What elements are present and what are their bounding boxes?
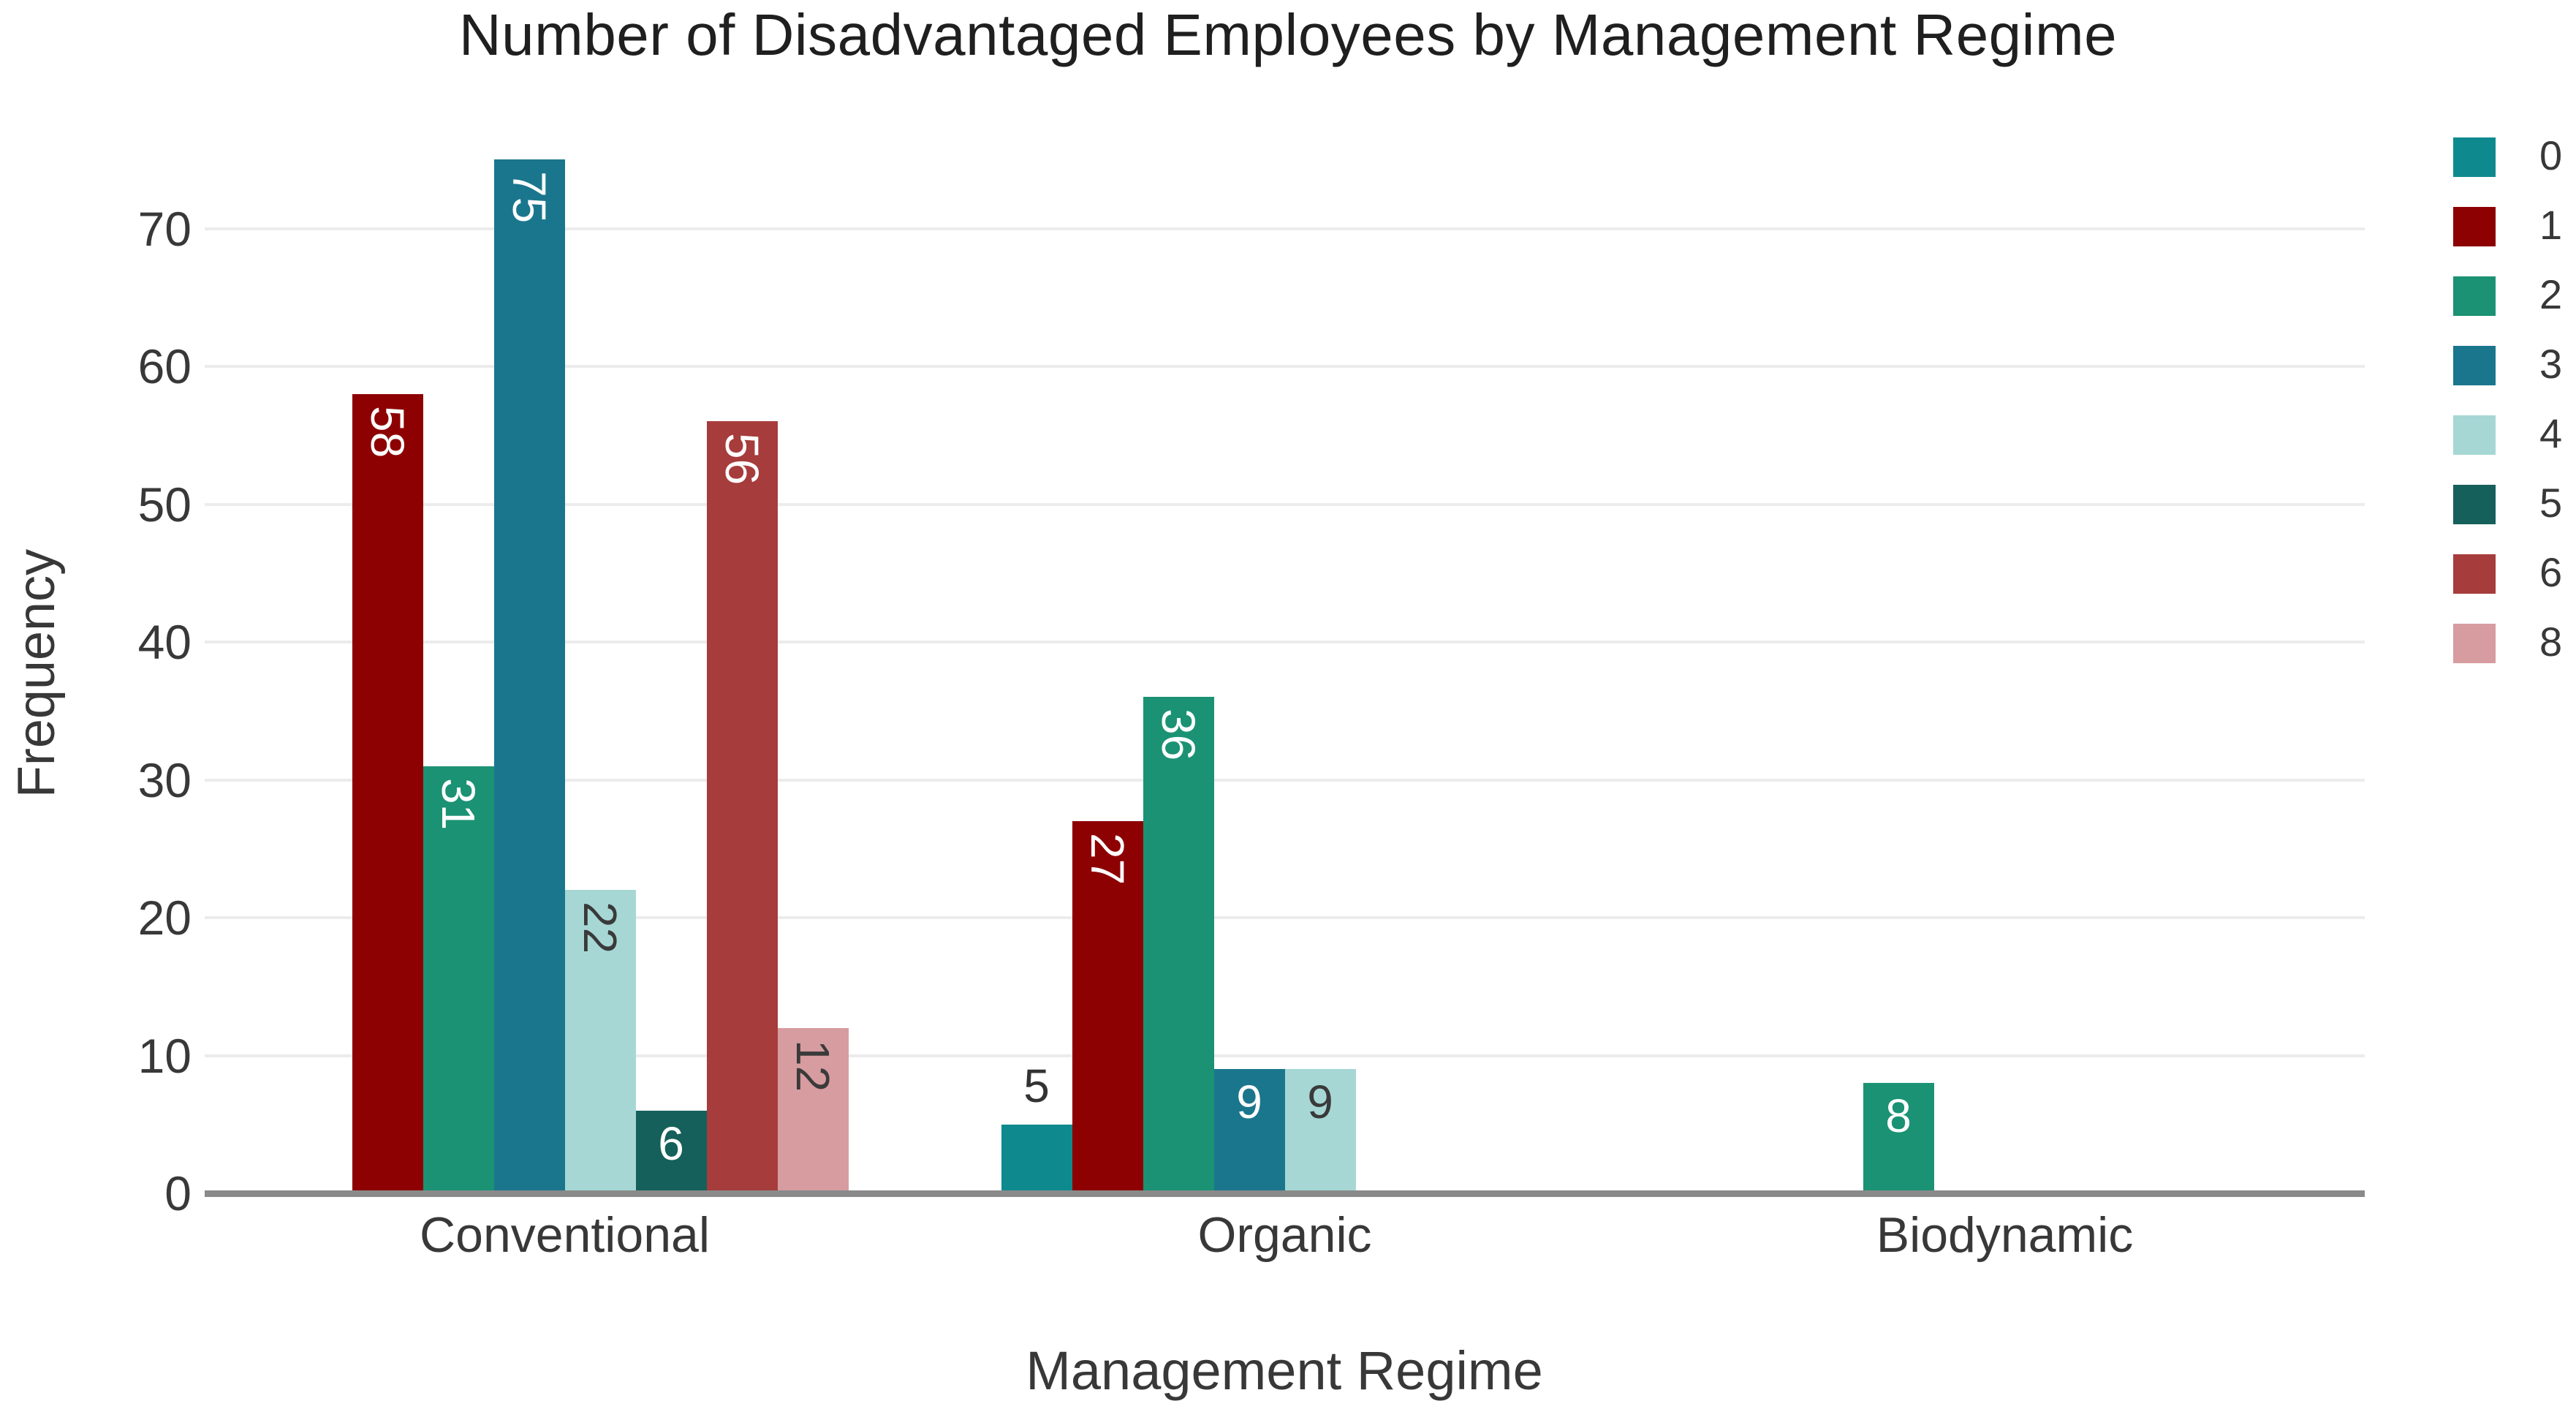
legend-label-3: 3 [2539,341,2563,387]
legend-item-1: 1 [2453,203,2576,248]
bar-conventional-series-4 [564,890,636,1193]
x-tick-label-biodynamic: Biodynamic [1876,1207,2134,1263]
gridline-y-10 [205,1054,2365,1057]
y-tick-label-60: 60 [137,339,192,393]
bar-value-label: 5 [1023,1059,1050,1112]
legend-swatch-3 [2453,346,2496,385]
bar-conventional-series-1 [352,393,423,1193]
legend-label-2: 2 [2539,271,2563,317]
legend-swatch-8 [2453,624,2496,663]
y-tick-label-0: 0 [164,1166,192,1220]
legend-swatch-5 [2453,485,2496,524]
x-axis-title: Management Regime [1026,1340,1543,1401]
bar-organic-series-1 [1072,821,1143,1193]
bar-conventional-series-5 [635,1110,707,1193]
legend-item-5: 5 [2453,480,2576,526]
bar-organic-series-3 [1213,1069,1285,1193]
bar-organic-series-4 [1284,1069,1356,1193]
legend-swatch-4 [2453,415,2496,455]
legend-item-2: 2 [2453,272,2576,317]
legend-item-8: 8 [2453,619,2576,665]
gridline-y-30 [205,778,2365,782]
legend-item-0: 0 [2453,133,2576,178]
legend-swatch-6 [2453,554,2496,594]
legend-item-6: 6 [2453,550,2576,595]
x-axis-line [205,1190,2365,1197]
legend-swatch-2 [2453,276,2496,316]
legend-label-1: 1 [2539,202,2563,248]
y-tick-label-10: 10 [137,1028,192,1083]
legend-label-6: 6 [2539,549,2563,595]
gridline-y-40 [205,641,2365,643]
legend-swatch-1 [2453,207,2496,246]
bar-conventional-series-3 [493,159,565,1193]
gridline-y-50 [205,502,2365,506]
y-tick-label-50: 50 [137,477,192,532]
bar-biodynamic-series-2 [1863,1083,1934,1193]
x-tick-label-organic: Organic [1197,1207,1372,1263]
x-tick-label-conventional: Conventional [420,1207,710,1263]
chart-title: Number of Disadvantaged Employees by Man… [458,2,2118,67]
gridline-y-20 [205,916,2365,919]
legend-item-3: 3 [2453,341,2576,387]
legend-label-5: 5 [2539,480,2563,526]
gridline-y-60 [205,365,2365,368]
bar-organic-series-2 [1143,697,1214,1193]
y-tick-label-40: 40 [137,615,192,669]
bar-conventional-series-8 [777,1027,849,1193]
bar-conventional-series-6 [706,421,778,1193]
y-tick-label-20: 20 [137,891,192,945]
legend-label-8: 8 [2539,619,2563,665]
bar-organic-series-0 [1001,1124,1072,1193]
y-tick-label-70: 70 [137,201,192,256]
legend-label-4: 4 [2539,410,2563,456]
gridline-y-70 [205,227,2365,230]
legend-swatch-0 [2453,137,2496,177]
y-tick-label-30: 30 [137,752,192,807]
bar-conventional-series-2 [423,766,494,1193]
legend-item-4: 4 [2453,411,2576,456]
legend-label-0: 0 [2539,132,2563,178]
